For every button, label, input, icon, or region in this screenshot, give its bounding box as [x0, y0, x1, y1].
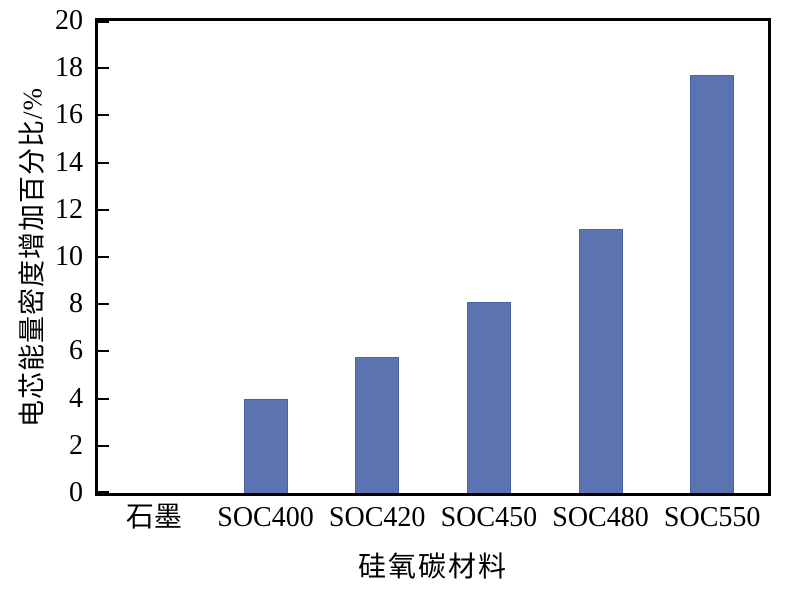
bar-SOC550	[690, 75, 735, 493]
y-tick-label: 8	[69, 288, 83, 320]
x-tick-label-SOC550: SOC550	[663, 502, 761, 533]
y-tick-label: 6	[69, 335, 83, 367]
y-tick-mark	[98, 444, 109, 447]
plot-area	[95, 18, 771, 496]
y-tick-mark	[98, 256, 109, 258]
y-tick-mark	[98, 67, 109, 70]
bar-SOC420	[355, 357, 400, 493]
y-tick-label: 0	[69, 477, 83, 508]
y-tick-mark	[98, 21, 109, 23]
x-tick-label-石墨: 石墨	[125, 502, 182, 533]
bar-SOC480	[578, 228, 623, 493]
y-tick-label: 16	[55, 99, 83, 131]
y-tick-label: 14	[55, 146, 83, 178]
x-tick-label-SOC400: SOC400	[217, 502, 314, 533]
y-tick-mark	[98, 208, 109, 211]
y-tick-mark	[98, 114, 109, 117]
y-tick-label: 2	[69, 429, 83, 461]
y-tick-label: 12	[55, 193, 83, 225]
y-tick-mark	[98, 303, 109, 306]
y-tick-label: 20	[55, 5, 83, 36]
bar-SOC450	[466, 301, 511, 493]
y-tick-label: 4	[69, 382, 83, 414]
x-tick-label-SOC480: SOC480	[552, 502, 649, 533]
x-tick-label-SOC420: SOC420	[328, 502, 426, 533]
y-tick-mark	[98, 397, 109, 400]
y-tick-label: 10	[55, 241, 83, 272]
x-axis-title: 硅氧碳材料	[357, 552, 509, 583]
y-tick-mark	[98, 491, 109, 493]
y-tick-mark	[98, 161, 109, 164]
y-tick-mark	[98, 350, 109, 353]
bar-SOC400	[243, 398, 288, 493]
y-tick-label: 18	[55, 52, 83, 84]
x-tick-label-SOC450: SOC450	[440, 502, 538, 533]
